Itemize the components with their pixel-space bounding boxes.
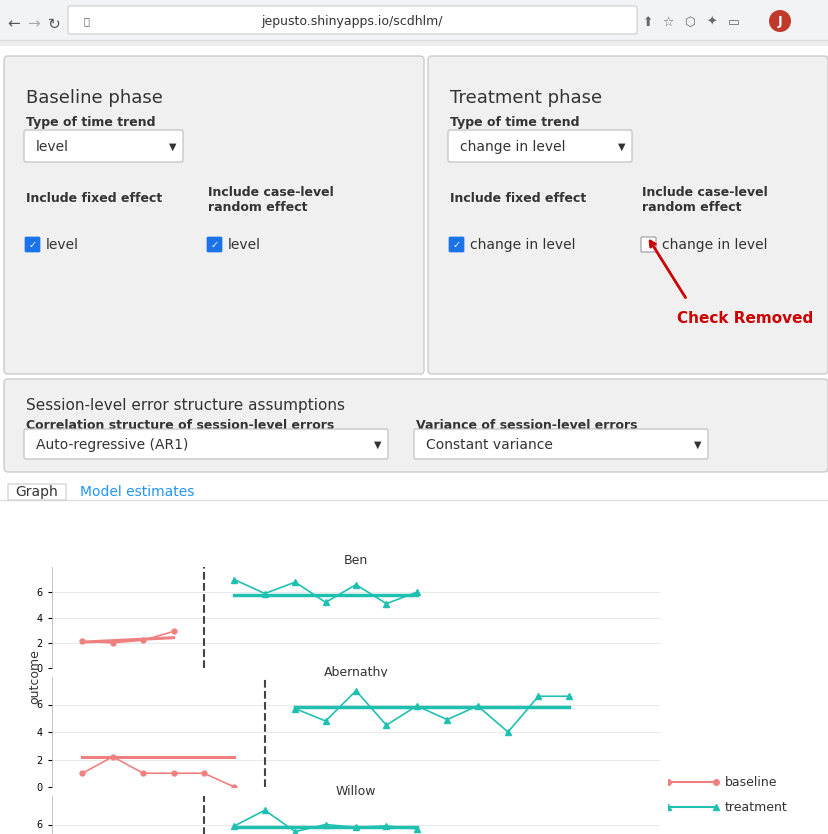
FancyBboxPatch shape xyxy=(4,56,423,374)
Text: ▼: ▼ xyxy=(373,440,381,450)
Text: Graph: Graph xyxy=(16,485,58,499)
Text: ✦: ✦ xyxy=(706,16,716,28)
FancyBboxPatch shape xyxy=(447,130,631,162)
FancyBboxPatch shape xyxy=(8,484,66,500)
FancyBboxPatch shape xyxy=(449,237,464,252)
FancyBboxPatch shape xyxy=(24,429,388,459)
Text: level: level xyxy=(36,140,69,154)
Text: ▼: ▼ xyxy=(617,142,625,152)
FancyBboxPatch shape xyxy=(640,237,655,252)
Text: Ben: Ben xyxy=(344,555,368,567)
Text: J: J xyxy=(777,14,782,28)
Text: ✓: ✓ xyxy=(210,239,219,249)
Text: ▼: ▼ xyxy=(693,440,700,450)
Text: level: level xyxy=(228,238,261,252)
Bar xyxy=(0,0,828,40)
Text: Type of time trend: Type of time trend xyxy=(450,115,579,128)
Text: outcome: outcome xyxy=(28,650,41,705)
FancyBboxPatch shape xyxy=(4,379,827,472)
Text: Include fixed effect: Include fixed effect xyxy=(450,192,585,204)
Text: ✓: ✓ xyxy=(452,239,460,249)
Text: ↻: ↻ xyxy=(47,17,60,32)
Text: Model estimates: Model estimates xyxy=(80,485,194,499)
Text: random effect: random effect xyxy=(208,200,307,214)
Text: jepusto.shinyapps.io/scdhlm/: jepusto.shinyapps.io/scdhlm/ xyxy=(262,14,443,28)
FancyBboxPatch shape xyxy=(413,429,707,459)
Text: Auto-regressive (AR1): Auto-regressive (AR1) xyxy=(36,438,188,452)
Text: ▭: ▭ xyxy=(727,16,739,28)
Text: Baseline phase: Baseline phase xyxy=(26,89,162,107)
Text: random effect: random effect xyxy=(641,200,740,214)
Text: Constant variance: Constant variance xyxy=(426,438,552,452)
Circle shape xyxy=(768,10,790,32)
Text: 🔒: 🔒 xyxy=(84,16,89,26)
Text: Treatment phase: Treatment phase xyxy=(450,89,601,107)
Text: ←: ← xyxy=(7,17,21,32)
Text: Session-level error structure assumptions: Session-level error structure assumption… xyxy=(26,398,344,413)
Text: change in level: change in level xyxy=(460,140,565,154)
Text: level: level xyxy=(46,238,79,252)
FancyBboxPatch shape xyxy=(207,237,222,252)
Text: Include fixed effect: Include fixed effect xyxy=(26,192,162,204)
FancyBboxPatch shape xyxy=(24,130,183,162)
Text: treatment: treatment xyxy=(724,801,787,814)
Text: Willow: Willow xyxy=(335,785,376,798)
Bar xyxy=(0,40,828,46)
Text: baseline: baseline xyxy=(724,776,777,789)
FancyBboxPatch shape xyxy=(25,237,40,252)
Text: ✓: ✓ xyxy=(28,239,36,249)
Text: →: → xyxy=(27,17,41,32)
Text: change in level: change in level xyxy=(662,238,767,252)
Text: Type of time trend: Type of time trend xyxy=(26,115,156,128)
Text: ☆: ☆ xyxy=(662,16,673,28)
Text: ⬆: ⬆ xyxy=(642,16,652,28)
Text: Variance of session-level errors: Variance of session-level errors xyxy=(416,419,637,431)
Text: Include case-level: Include case-level xyxy=(208,185,334,198)
Text: Include case-level: Include case-level xyxy=(641,185,767,198)
Text: Abernathy: Abernathy xyxy=(323,666,388,679)
Text: Correlation structure of session-level errors: Correlation structure of session-level e… xyxy=(26,419,334,431)
Text: change in level: change in level xyxy=(469,238,575,252)
Text: ▼: ▼ xyxy=(169,142,176,152)
Text: Check Removed: Check Removed xyxy=(676,310,812,325)
Text: ⬡: ⬡ xyxy=(684,16,695,28)
FancyBboxPatch shape xyxy=(68,6,636,34)
FancyBboxPatch shape xyxy=(427,56,827,374)
